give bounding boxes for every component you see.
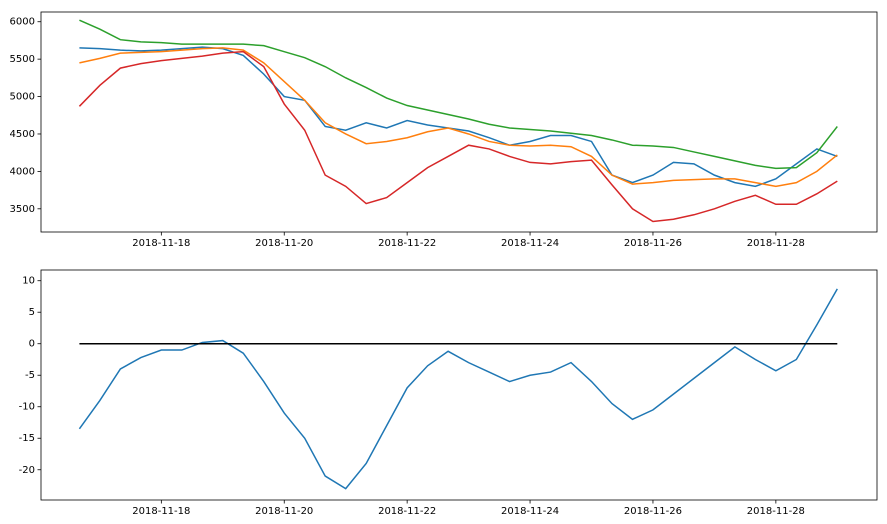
series-line bbox=[78, 50, 838, 223]
y-tick-label: 5 bbox=[29, 307, 35, 318]
x-tick-label: 2018-11-26 bbox=[624, 238, 682, 249]
series-line bbox=[78, 288, 838, 490]
x-tick-label: 2018-11-22 bbox=[378, 506, 436, 517]
series-line bbox=[79, 19, 838, 170]
plot-frame bbox=[40, 269, 878, 501]
series-line bbox=[79, 47, 838, 188]
y-tick-label: 5000 bbox=[10, 92, 35, 103]
y-tick-label: 0 bbox=[29, 339, 35, 350]
series-line bbox=[79, 46, 838, 188]
x-tick-label: 2018-11-24 bbox=[501, 238, 559, 249]
y-tick-label: 5500 bbox=[10, 54, 35, 65]
y-tick-label: 6000 bbox=[10, 17, 35, 28]
x-tick-label: 2018-11-26 bbox=[624, 506, 682, 517]
x-tick-label: 2018-11-18 bbox=[132, 238, 190, 249]
plot-frame bbox=[40, 11, 878, 233]
y-tick-label: -10 bbox=[19, 402, 35, 413]
x-tick-label: 2018-11-20 bbox=[255, 506, 313, 517]
x-tick-label: 2018-11-28 bbox=[747, 506, 805, 517]
y-tick-label: -20 bbox=[19, 465, 35, 476]
x-tick-label: 2018-11-18 bbox=[132, 506, 190, 517]
x-tick-label: 2018-11-28 bbox=[747, 238, 805, 249]
x-tick-label: 2018-11-22 bbox=[378, 238, 436, 249]
y-tick-label: -5 bbox=[25, 370, 35, 381]
x-tick-label: 2018-11-24 bbox=[501, 506, 559, 517]
y-tick-label: 3500 bbox=[10, 204, 35, 215]
y-tick-label: -15 bbox=[19, 433, 35, 444]
y-tick-label: 4500 bbox=[10, 129, 35, 140]
y-tick-label: 4000 bbox=[10, 166, 35, 177]
y-tick-label: 10 bbox=[22, 276, 35, 287]
x-tick-label: 2018-11-20 bbox=[255, 238, 313, 249]
